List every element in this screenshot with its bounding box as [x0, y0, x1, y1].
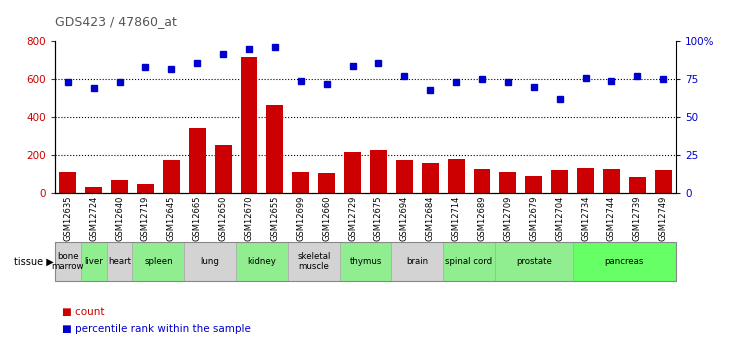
- Bar: [447, 159, 464, 193]
- Text: spinal cord: spinal cord: [445, 257, 493, 266]
- Text: pancreas: pancreas: [605, 257, 644, 266]
- Bar: [422, 163, 439, 193]
- Bar: [318, 173, 335, 193]
- Bar: [370, 149, 387, 193]
- Text: heart: heart: [108, 257, 131, 266]
- Text: bone
marrow: bone marrow: [51, 252, 84, 271]
- Text: ■ percentile rank within the sample: ■ percentile rank within the sample: [62, 325, 251, 334]
- Text: lung: lung: [201, 257, 219, 266]
- Bar: [526, 176, 542, 193]
- Bar: [215, 145, 232, 193]
- Text: spleen: spleen: [144, 257, 173, 266]
- Bar: [474, 169, 491, 193]
- Bar: [499, 172, 516, 193]
- Bar: [292, 172, 309, 193]
- Text: tissue ▶: tissue ▶: [14, 256, 53, 266]
- Bar: [240, 57, 257, 193]
- Bar: [59, 172, 76, 193]
- Bar: [396, 160, 413, 193]
- Bar: [163, 160, 180, 193]
- Bar: [267, 105, 284, 193]
- Bar: [629, 177, 645, 193]
- Bar: [137, 184, 154, 193]
- Bar: [603, 168, 620, 193]
- Bar: [86, 187, 102, 193]
- Text: liver: liver: [84, 257, 103, 266]
- Bar: [111, 180, 128, 193]
- Text: thymus: thymus: [349, 257, 382, 266]
- Bar: [189, 128, 205, 193]
- Text: ■ count: ■ count: [62, 307, 105, 317]
- Bar: [551, 170, 568, 193]
- Bar: [344, 152, 361, 193]
- Text: brain: brain: [406, 257, 428, 266]
- Text: skeletal
muscle: skeletal muscle: [297, 252, 330, 271]
- Text: GDS423 / 47860_at: GDS423 / 47860_at: [55, 14, 177, 28]
- Text: kidney: kidney: [248, 257, 276, 266]
- Bar: [655, 170, 672, 193]
- Bar: [577, 168, 594, 193]
- Text: prostate: prostate: [516, 257, 552, 266]
